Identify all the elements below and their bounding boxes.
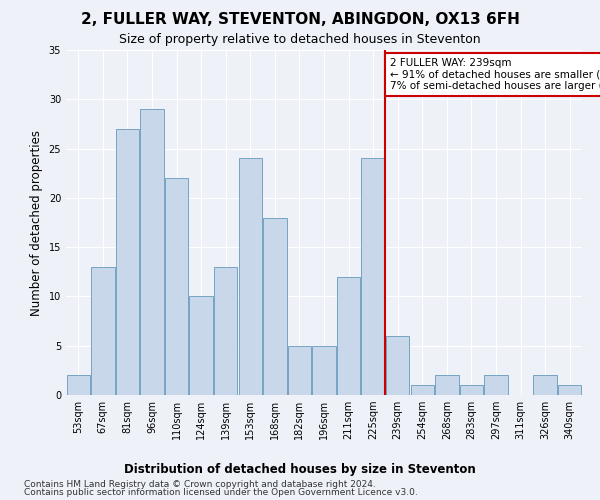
Bar: [190, 296, 213, 395]
Bar: [288, 346, 311, 395]
Bar: [484, 376, 508, 395]
Text: 2 FULLER WAY: 239sqm
← 91% of detached houses are smaller (199)
7% of semi-detac: 2 FULLER WAY: 239sqm ← 91% of detached h…: [391, 58, 600, 91]
Text: Distribution of detached houses by size in Steventon: Distribution of detached houses by size …: [124, 462, 476, 475]
Text: Size of property relative to detached houses in Steventon: Size of property relative to detached ho…: [119, 32, 481, 46]
Y-axis label: Number of detached properties: Number of detached properties: [30, 130, 43, 316]
Bar: [558, 385, 581, 395]
Text: Contains HM Land Registry data © Crown copyright and database right 2024.: Contains HM Land Registry data © Crown c…: [24, 480, 376, 489]
Bar: [313, 346, 335, 395]
Bar: [165, 178, 188, 395]
Text: Contains public sector information licensed under the Open Government Licence v3: Contains public sector information licen…: [24, 488, 418, 497]
Bar: [140, 109, 164, 395]
Bar: [337, 276, 360, 395]
Bar: [116, 129, 139, 395]
Bar: [410, 385, 434, 395]
Bar: [263, 218, 287, 395]
Text: 2, FULLER WAY, STEVENTON, ABINGDON, OX13 6FH: 2, FULLER WAY, STEVENTON, ABINGDON, OX13…: [80, 12, 520, 28]
Bar: [386, 336, 409, 395]
Bar: [361, 158, 385, 395]
Bar: [435, 376, 458, 395]
Bar: [239, 158, 262, 395]
Bar: [91, 267, 115, 395]
Bar: [533, 376, 557, 395]
Bar: [214, 267, 238, 395]
Bar: [460, 385, 483, 395]
Bar: [67, 376, 90, 395]
